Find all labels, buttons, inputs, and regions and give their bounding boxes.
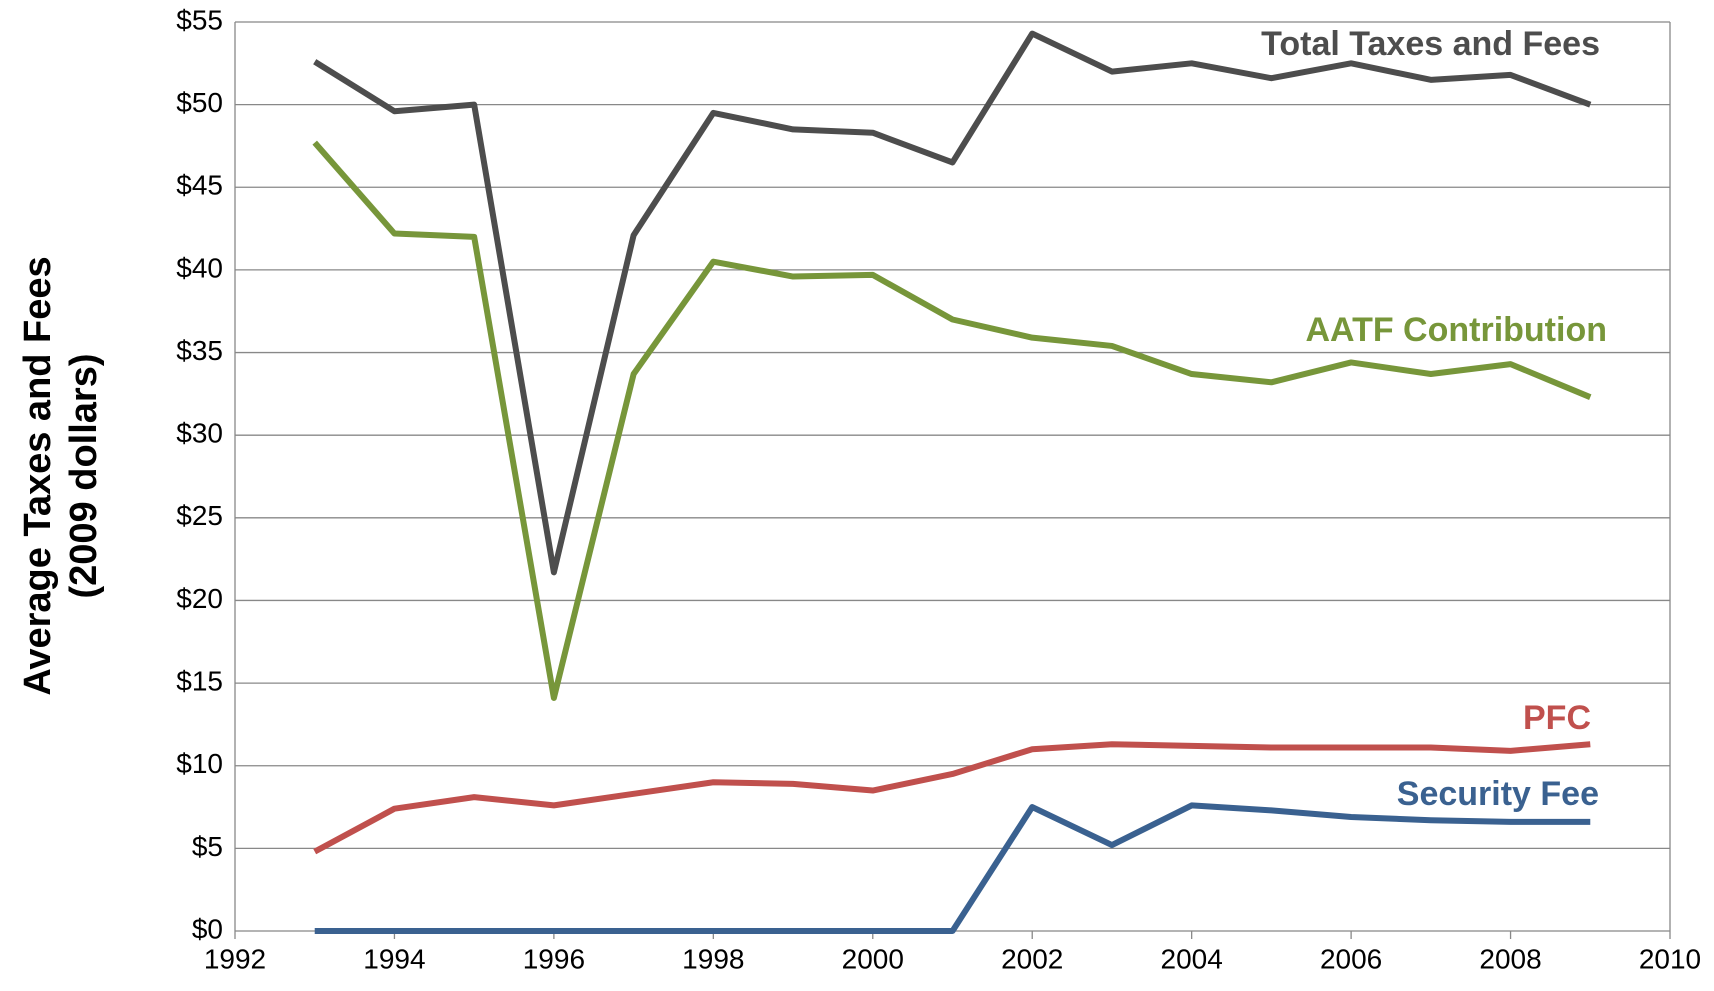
series-label: Total Taxes and Fees bbox=[1261, 25, 1600, 63]
y-tick-label: $15 bbox=[176, 665, 223, 696]
series-line bbox=[313, 30, 1592, 576]
x-tick-label: 2010 bbox=[1639, 943, 1701, 974]
y-tick-label: $40 bbox=[176, 252, 223, 283]
y-tick-label: $50 bbox=[176, 87, 223, 118]
x-tick-label: 2006 bbox=[1320, 943, 1382, 974]
y-label-line: Average Taxes and Fees bbox=[17, 256, 59, 695]
y-tick-label: $10 bbox=[176, 748, 223, 779]
series-label: PFC bbox=[1523, 699, 1591, 737]
x-tick-label: 1998 bbox=[682, 943, 744, 974]
x-tick-label: 2002 bbox=[1001, 943, 1063, 974]
y-tick-label: $55 bbox=[176, 4, 223, 35]
x-tick-label: 1992 bbox=[204, 943, 266, 974]
series-line bbox=[314, 802, 1591, 934]
x-tick-label: 1996 bbox=[523, 943, 585, 974]
y-tick-label: $25 bbox=[176, 500, 223, 531]
y-axis-title: Average Taxes and Fees (2009 dollars) bbox=[17, 256, 105, 695]
y-tick-label: $20 bbox=[176, 583, 223, 614]
series-label: Security Fee bbox=[1397, 775, 1599, 813]
x-tick-label: 2000 bbox=[842, 943, 904, 974]
x-tick-label: 2008 bbox=[1479, 943, 1541, 974]
x-tick-label: 1994 bbox=[363, 943, 425, 974]
y-tick-label: $5 bbox=[192, 831, 223, 862]
y-label-line: (2009 dollars) bbox=[63, 354, 105, 599]
y-tick-label: $30 bbox=[176, 418, 223, 449]
series-label: AATF Contribution bbox=[1305, 311, 1607, 349]
series-line bbox=[312, 140, 1592, 701]
y-tick-label: $35 bbox=[176, 335, 223, 366]
series-line bbox=[313, 741, 1591, 855]
y-tick-label: $45 bbox=[176, 170, 223, 201]
x-tick-label: 2004 bbox=[1161, 943, 1223, 974]
y-tick-label: $0 bbox=[192, 913, 223, 944]
